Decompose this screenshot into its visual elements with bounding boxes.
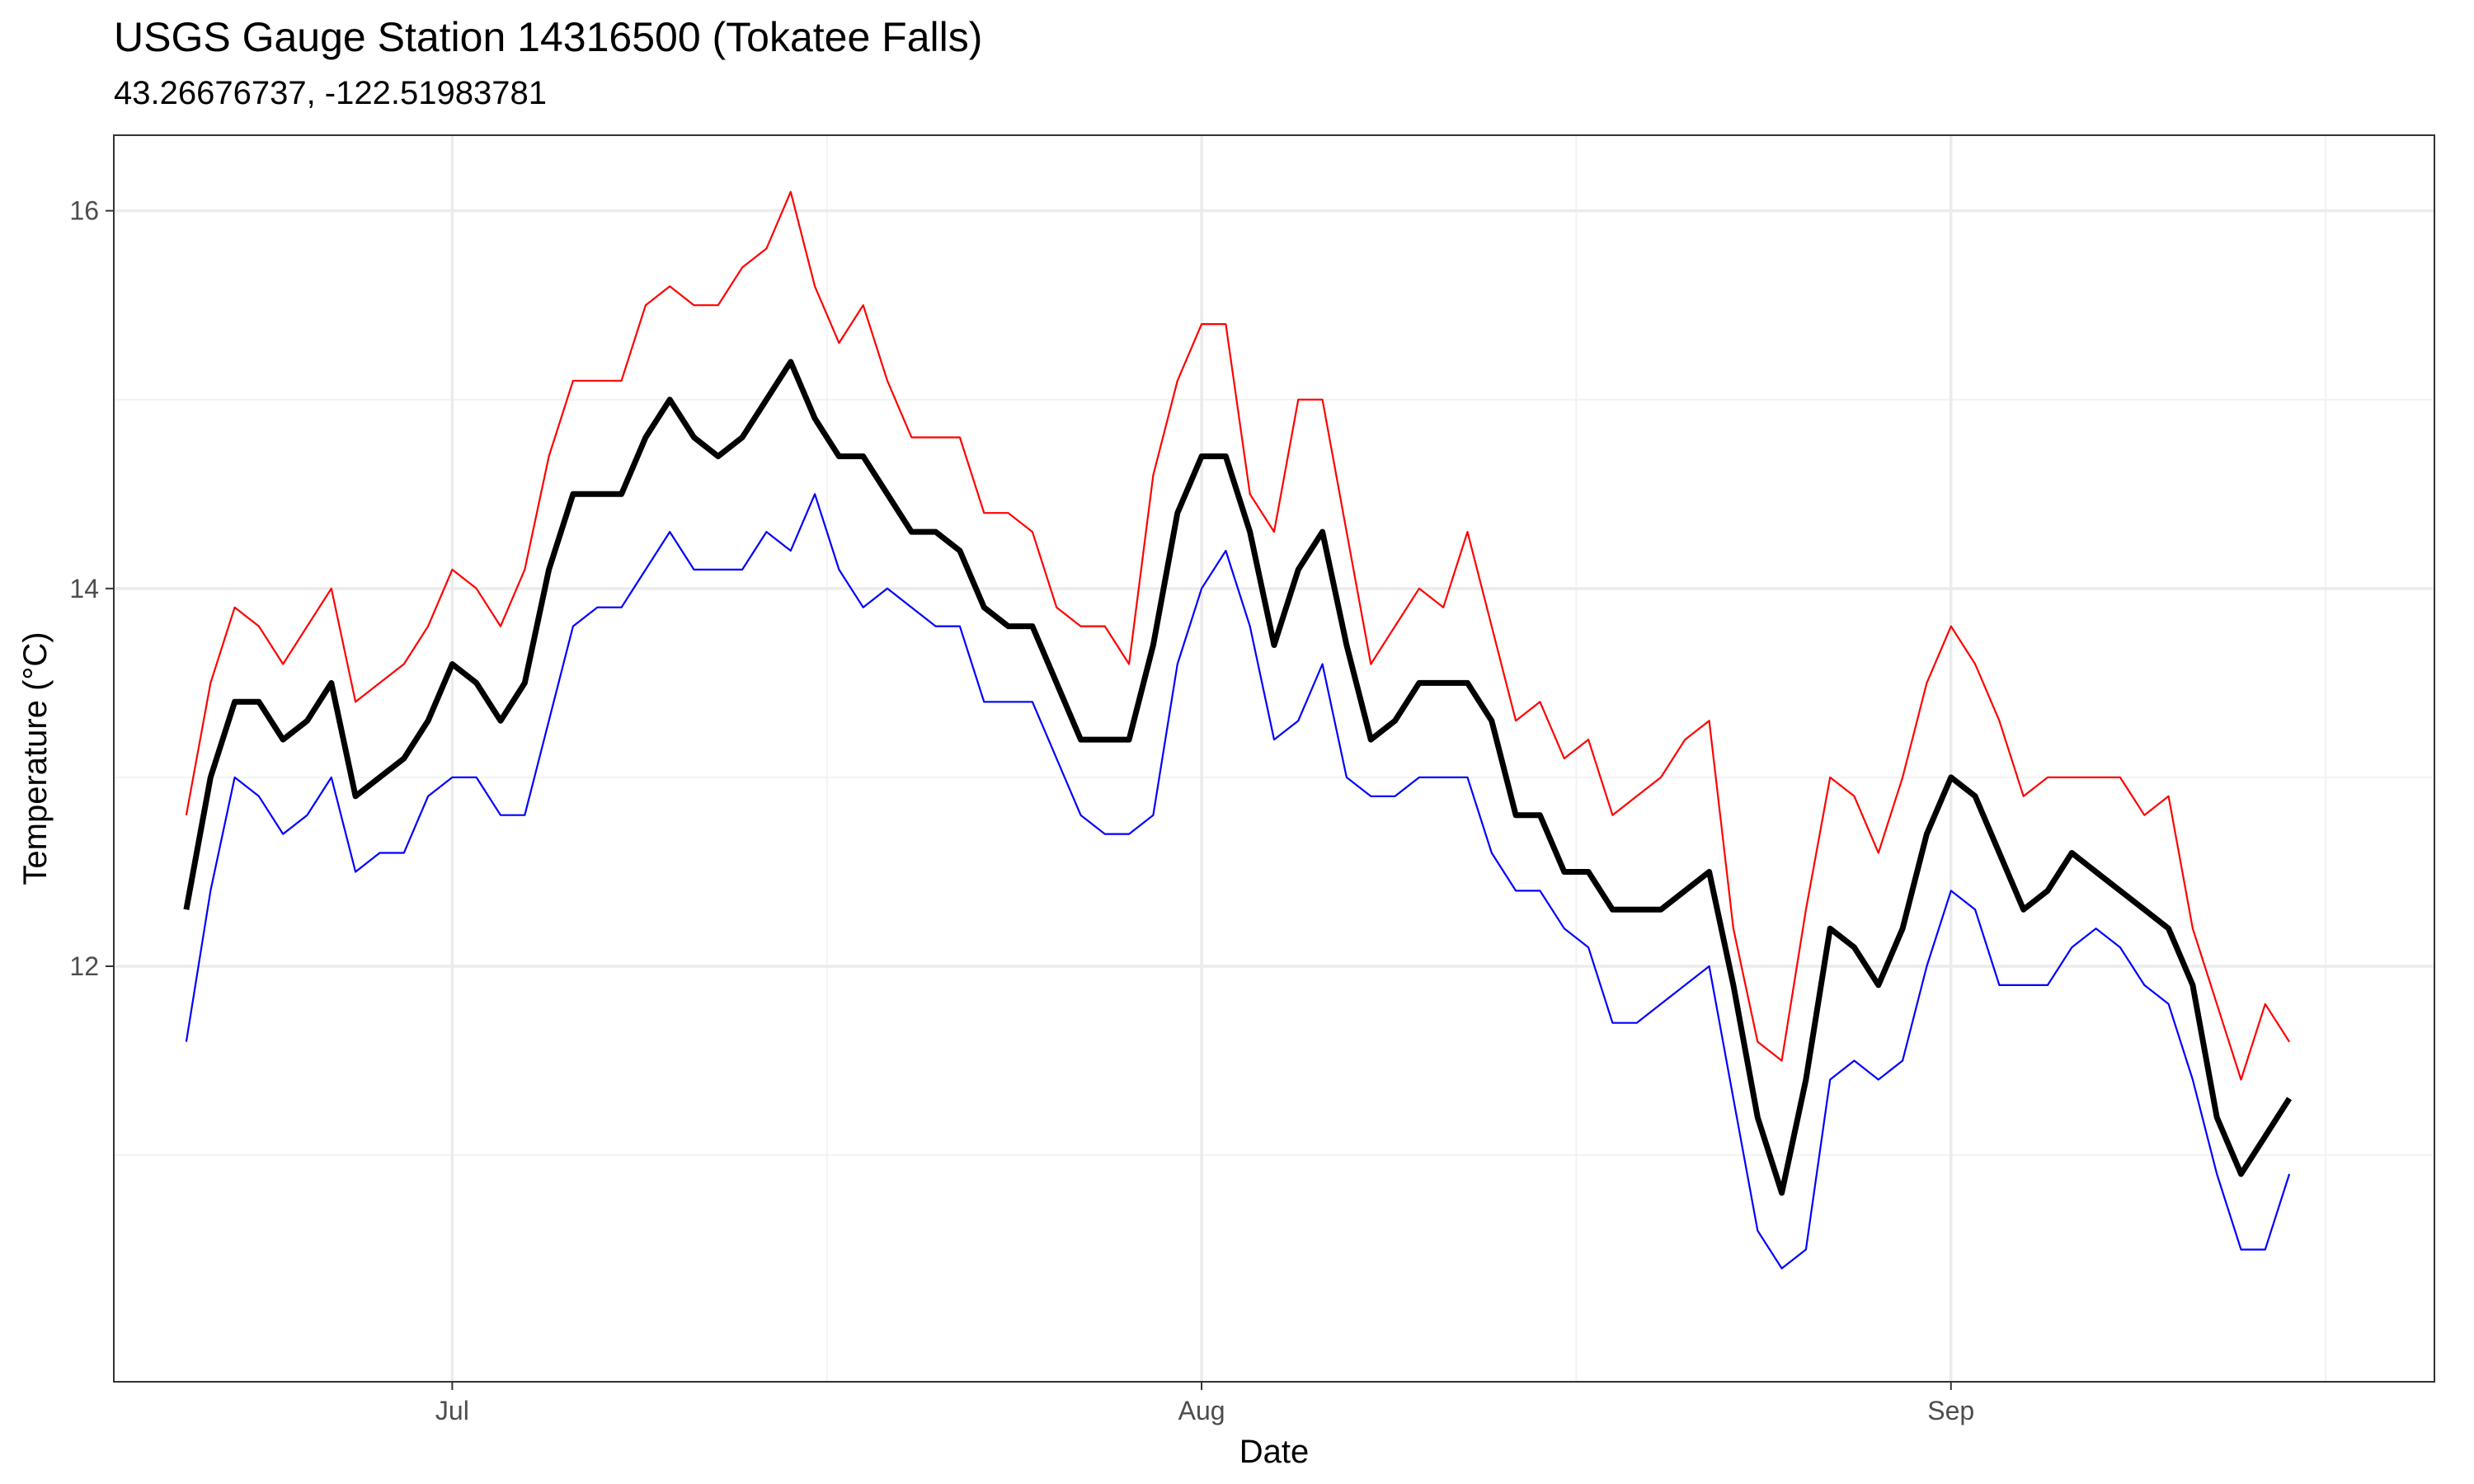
minor-gridlines xyxy=(114,135,2434,1382)
chart-title: USGS Gauge Station 14316500 (Tokatee Fal… xyxy=(114,14,982,60)
major-gridlines xyxy=(114,135,2434,1382)
series-line-3 xyxy=(185,493,2291,1270)
series-line-1 xyxy=(185,190,2291,1081)
x-axis-title: Date xyxy=(1239,1434,1310,1470)
y-axis-title: Temperature (°C) xyxy=(17,632,54,885)
plot-panel xyxy=(113,134,2435,1383)
y-tick-label: 12 xyxy=(69,951,99,981)
x-tick-label: Sep xyxy=(1927,1396,1974,1425)
series-line-2 xyxy=(183,359,2293,1196)
x-axis: Jul Aug Sep xyxy=(435,1382,1974,1425)
panel-border xyxy=(113,134,2435,1383)
y-axis: 12 14 16 xyxy=(69,196,114,981)
y-tick-label: 16 xyxy=(69,196,99,226)
y-tick-label: 14 xyxy=(69,574,99,603)
x-tick-label: Aug xyxy=(1178,1396,1225,1425)
series-lines xyxy=(183,190,2293,1270)
chart-subtitle: 43.26676737, -122.51983781 xyxy=(114,75,547,111)
x-tick-label: Jul xyxy=(435,1396,469,1425)
